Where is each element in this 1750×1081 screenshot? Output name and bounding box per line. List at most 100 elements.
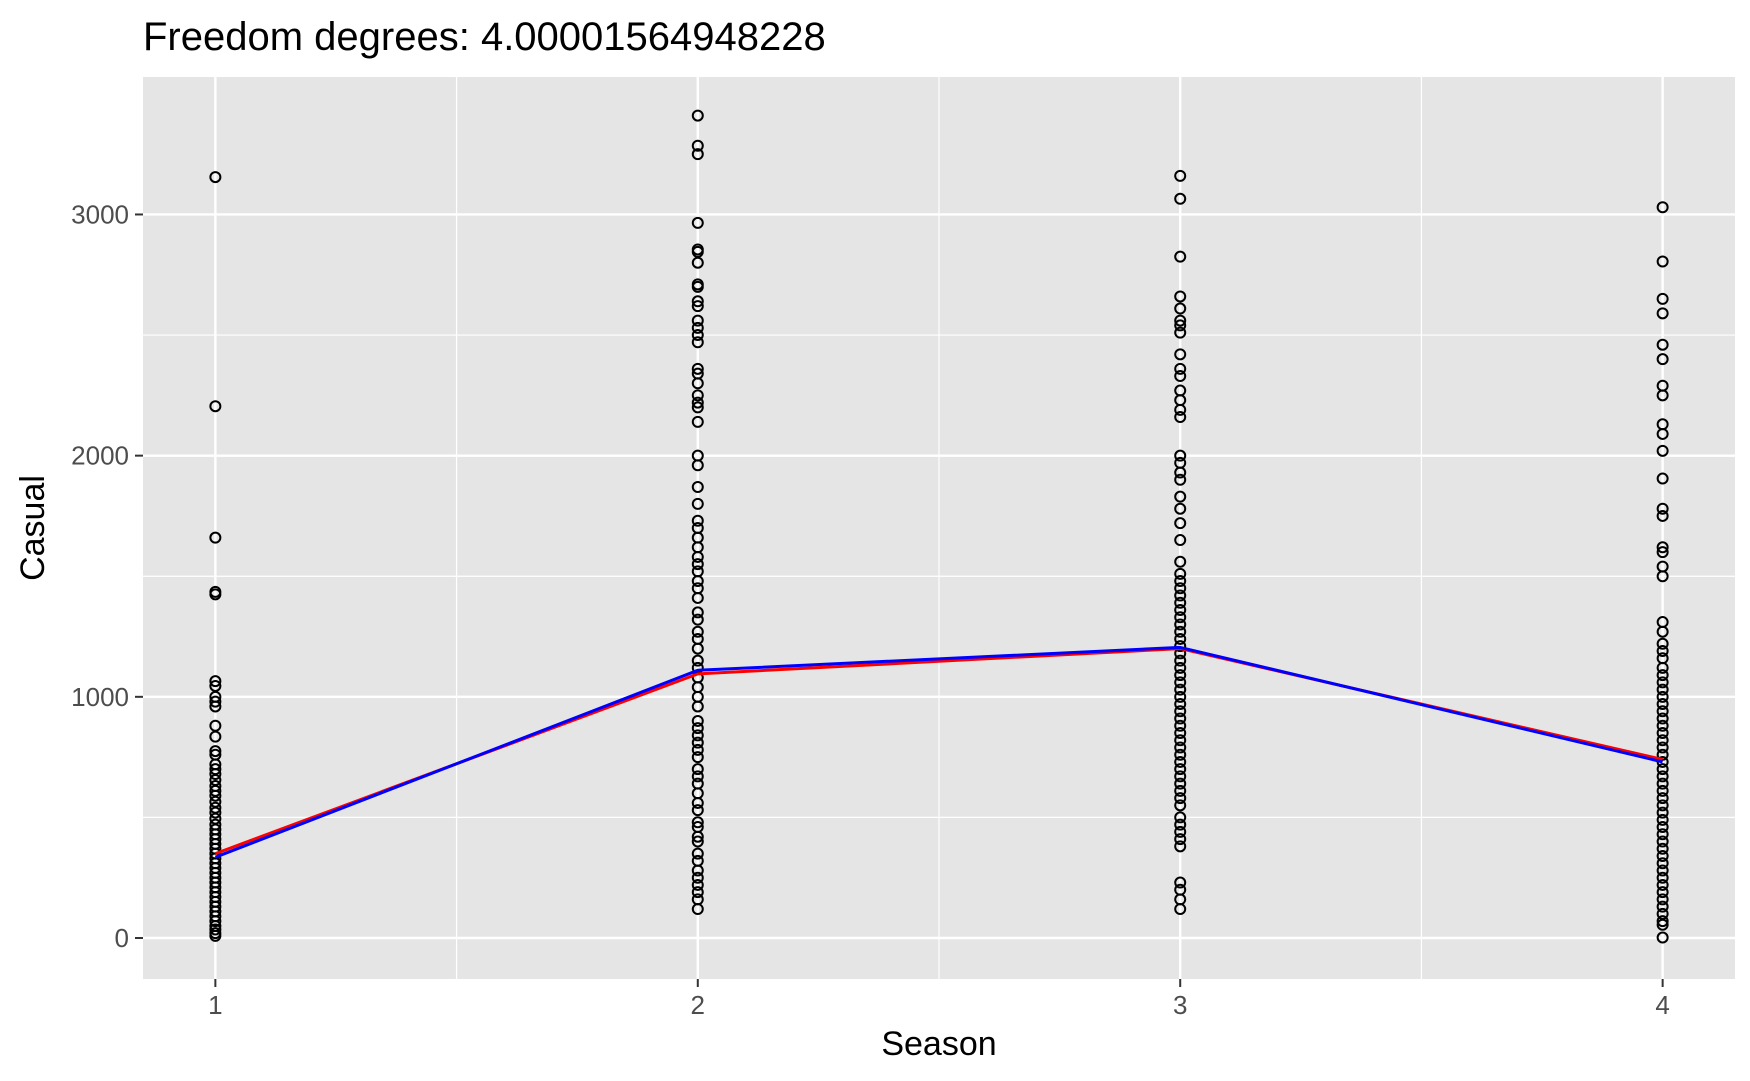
data-point — [1174, 502, 1187, 515]
x-axis-title: Season — [881, 1025, 996, 1063]
data-point — [691, 613, 704, 626]
data-point — [1174, 833, 1187, 846]
data-point — [1656, 734, 1669, 747]
data-point — [209, 789, 222, 802]
data-point — [1656, 427, 1669, 440]
data-point — [209, 929, 222, 942]
data-point — [691, 864, 704, 877]
x-tick-label: 1 — [208, 990, 222, 1020]
data-point — [691, 216, 704, 229]
x-tick-label: 4 — [1655, 990, 1669, 1020]
data-point — [1656, 338, 1669, 351]
data-point — [1656, 792, 1669, 805]
data-point — [1174, 705, 1187, 718]
data-point — [691, 139, 704, 152]
data-point — [691, 903, 704, 916]
data-point — [691, 816, 704, 829]
y-tick-label: 3000 — [71, 199, 129, 229]
data-point — [1174, 825, 1187, 838]
data-point — [1174, 811, 1187, 824]
data-point — [1174, 903, 1187, 916]
data-point — [209, 923, 222, 936]
data-point — [691, 321, 704, 334]
data-point — [209, 171, 222, 184]
data-point — [1656, 799, 1669, 812]
data-point — [691, 763, 704, 776]
data-point — [1656, 821, 1669, 834]
data-point — [209, 675, 222, 688]
data-point — [1656, 763, 1669, 776]
data-point — [1174, 698, 1187, 711]
x-tick-label: 3 — [1173, 990, 1187, 1020]
data-point — [1656, 502, 1669, 515]
data-point — [1174, 411, 1187, 424]
y-tick-labels: 0 1000 2000 3000 — [71, 199, 129, 953]
data-point — [691, 148, 704, 161]
data-point — [1656, 900, 1669, 913]
data-point — [1656, 770, 1669, 783]
data-point — [691, 736, 704, 749]
grid-minor — [143, 77, 1735, 979]
data-point — [1174, 370, 1187, 383]
chart-title: Freedom degrees: 4.00001564948228 — [143, 15, 826, 59]
data-point — [1656, 864, 1669, 877]
data-point — [1174, 169, 1187, 182]
data-point — [1656, 570, 1669, 583]
data-point — [1656, 915, 1669, 928]
data-point — [1174, 362, 1187, 375]
grid-major — [143, 77, 1735, 979]
data-point — [691, 415, 704, 428]
data-point — [209, 768, 222, 780]
data-point — [1174, 690, 1187, 703]
data-point — [1656, 784, 1669, 797]
data-point — [1656, 857, 1669, 870]
data-point — [1656, 835, 1669, 848]
data-point — [1174, 784, 1187, 797]
data-point — [1656, 850, 1669, 862]
data-point — [1174, 403, 1187, 416]
data-point — [1656, 813, 1669, 826]
data-point — [1174, 676, 1187, 689]
data-point — [209, 915, 222, 928]
data-point — [691, 830, 704, 843]
data-point — [1656, 918, 1669, 931]
data-point — [1174, 818, 1187, 831]
data-point — [691, 804, 704, 817]
data-point — [1656, 676, 1669, 689]
data-point — [1656, 690, 1669, 703]
data-point — [691, 847, 704, 860]
data-point — [691, 329, 704, 342]
data-point — [691, 729, 704, 742]
x-tick-label: 2 — [691, 990, 705, 1020]
data-point — [691, 497, 704, 510]
data-point — [1174, 534, 1187, 547]
data-point — [1174, 727, 1187, 739]
data-point — [691, 336, 704, 349]
data-point — [1656, 661, 1669, 674]
data-point — [1174, 314, 1187, 327]
data-point — [209, 700, 222, 713]
data-point — [691, 700, 704, 713]
axis-ticks — [135, 213, 1664, 987]
data-point — [1174, 763, 1187, 776]
data-point — [1174, 625, 1187, 638]
data-point — [1656, 541, 1669, 554]
data-point — [1656, 893, 1669, 906]
data-point — [1174, 799, 1187, 812]
y-tick-label: 0 — [115, 923, 129, 953]
data-point — [691, 550, 704, 563]
data-point — [1656, 292, 1669, 305]
data-point — [1656, 625, 1669, 638]
data-point — [1174, 712, 1187, 725]
data-point — [691, 396, 704, 409]
data-point — [691, 256, 704, 269]
data-point — [691, 743, 704, 756]
data-point — [691, 606, 704, 619]
data-point — [691, 575, 704, 588]
data-point — [691, 770, 704, 783]
data-point — [1656, 748, 1669, 761]
data-point — [1656, 931, 1669, 944]
data-point — [1656, 472, 1669, 485]
data-point — [1656, 645, 1669, 657]
